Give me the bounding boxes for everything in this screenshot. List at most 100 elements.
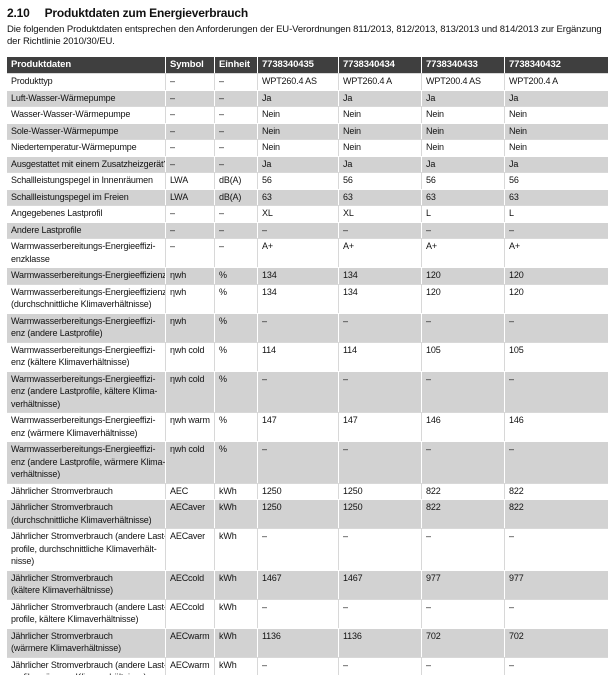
row-label-cell: Jährlicher Stromverbrauch (durchschnittl… <box>7 499 165 528</box>
value-cell: – <box>257 598 338 628</box>
value-cell: 63 <box>421 188 504 205</box>
unit-cell: dB(A) <box>214 188 257 205</box>
value-cell: 56 <box>421 172 504 189</box>
value-cell: Nein <box>338 106 421 123</box>
value-cell: Nein <box>338 122 421 139</box>
value-cell: 63 <box>257 188 338 205</box>
unit-cell: kWh <box>214 656 257 675</box>
row-label-cell: Schallleistungspegel im Freien <box>7 188 165 205</box>
table-row: Ausgestattet mit einem Zusatzheizgerät? –… <box>7 155 608 172</box>
symbol-cell: – <box>165 238 214 267</box>
value-cell: Nein <box>421 139 504 156</box>
table-row: Jährlicher Stromverbrauch (andere Last- … <box>7 656 608 675</box>
symbol-cell: AECaver <box>165 528 214 570</box>
value-cell: – <box>504 656 608 675</box>
value-cell: Nein <box>338 139 421 156</box>
value-cell: WPT200.4 AS <box>421 73 504 90</box>
unit-cell: – <box>214 155 257 172</box>
symbol-cell: – <box>165 139 214 156</box>
unit-cell: – <box>214 89 257 106</box>
value-cell: A+ <box>504 238 608 267</box>
value-cell: WPT260.4 A <box>338 73 421 90</box>
symbol-cell: AECcold <box>165 598 214 628</box>
value-cell: WPT260.4 AS <box>257 73 338 90</box>
value-cell: – <box>257 370 338 412</box>
symbol-cell: AECcold <box>165 569 214 599</box>
value-cell: 134 <box>257 267 338 284</box>
value-cell: 1136 <box>257 627 338 657</box>
value-cell: Ja <box>338 89 421 106</box>
value-cell: 56 <box>257 172 338 189</box>
table-row: Jährlicher Stromverbrauch (durchschnittl… <box>7 499 608 528</box>
value-cell: – <box>421 656 504 675</box>
value-cell: 1467 <box>257 569 338 599</box>
value-cell: – <box>504 370 608 412</box>
value-cell: 977 <box>421 569 504 599</box>
table-row: Jährlicher Stromverbrauch (andere Last- … <box>7 598 608 628</box>
header-cell-symbol: Symbol <box>165 57 214 73</box>
table-row: Warmwasserbereitungs-Energieeffizienz (d… <box>7 283 608 313</box>
symbol-cell: AECwarm <box>165 656 214 675</box>
value-cell: L <box>504 205 608 222</box>
value-cell: 702 <box>421 627 504 657</box>
unit-cell: % <box>214 370 257 412</box>
value-cell: Ja <box>421 155 504 172</box>
table-row: Produkttyp – – WPT260.4 AS WPT260.4 A WPT200.… <box>7 73 608 90</box>
value-cell: 63 <box>504 188 608 205</box>
value-cell: 120 <box>421 283 504 313</box>
value-cell: – <box>504 528 608 570</box>
symbol-cell: ηwh cold <box>165 441 214 483</box>
value-cell: 147 <box>257 412 338 441</box>
value-cell: 63 <box>338 188 421 205</box>
row-label-cell: Jährlicher Stromverbrauch (kältere Klima… <box>7 569 165 599</box>
value-cell: Ja <box>504 155 608 172</box>
table-row: Schallleistungspegel in Innenräumen LWA dB… <box>7 172 608 189</box>
row-label-cell: Jährlicher Stromverbrauch (andere Last- … <box>7 598 165 628</box>
value-cell: XL <box>338 205 421 222</box>
value-cell: – <box>338 656 421 675</box>
value-cell: 822 <box>504 499 608 528</box>
value-cell: – <box>421 441 504 483</box>
symbol-cell: ηwh <box>165 283 214 313</box>
value-cell: – <box>338 312 421 342</box>
value-cell: 1250 <box>338 482 421 499</box>
value-cell: – <box>338 221 421 238</box>
row-label-cell: Jährlicher Stromverbrauch (andere Last- … <box>7 528 165 570</box>
value-cell: 146 <box>504 412 608 441</box>
value-cell: Ja <box>338 155 421 172</box>
symbol-cell: AEC <box>165 482 214 499</box>
symbol-cell: ηwh <box>165 267 214 284</box>
unit-cell: % <box>214 312 257 342</box>
row-label-cell: Angegebenes Lastprofil <box>7 205 165 222</box>
value-cell: 1250 <box>257 499 338 528</box>
symbol-cell: AECaver <box>165 499 214 528</box>
value-cell: Ja <box>257 155 338 172</box>
header-cell-article-3: 7738340433 <box>421 57 504 73</box>
table-row: Warmwasserbereitungs-Energieeffizi- enz … <box>7 441 608 483</box>
value-cell: 822 <box>421 482 504 499</box>
value-cell: 120 <box>421 267 504 284</box>
table-row: Warmwasserbereitungs-Energieeffizienz ηwh… <box>7 267 608 284</box>
value-cell: 977 <box>504 569 608 599</box>
unit-cell: – <box>214 73 257 90</box>
unit-cell: kWh <box>214 627 257 657</box>
unit-cell: kWh <box>214 569 257 599</box>
unit-cell: dB(A) <box>214 172 257 189</box>
row-label-cell: Niedertemperatur-Wärmepumpe <box>7 139 165 156</box>
table-row: Jährlicher Stromverbrauch (andere Last- … <box>7 528 608 570</box>
value-cell: 1467 <box>338 569 421 599</box>
value-cell: – <box>338 441 421 483</box>
unit-cell: kWh <box>214 598 257 628</box>
table-row: Warmwasserbereitungs-Energieeffizi- enz … <box>7 370 608 412</box>
table-row: Wasser-Wasser-Wärmepumpe – – Nein Nein Nein Ne… <box>7 106 608 123</box>
table-row: Angegebenes Lastprofil – – XL XL L L <box>7 205 608 222</box>
unit-cell: – <box>214 238 257 267</box>
symbol-cell: – <box>165 106 214 123</box>
header-cell-article-1: 7738340435 <box>257 57 338 73</box>
value-cell: A+ <box>421 238 504 267</box>
unit-cell: % <box>214 412 257 441</box>
value-cell: 120 <box>504 283 608 313</box>
unit-cell: – <box>214 122 257 139</box>
header-cell-einheit: Einheit <box>214 57 257 73</box>
